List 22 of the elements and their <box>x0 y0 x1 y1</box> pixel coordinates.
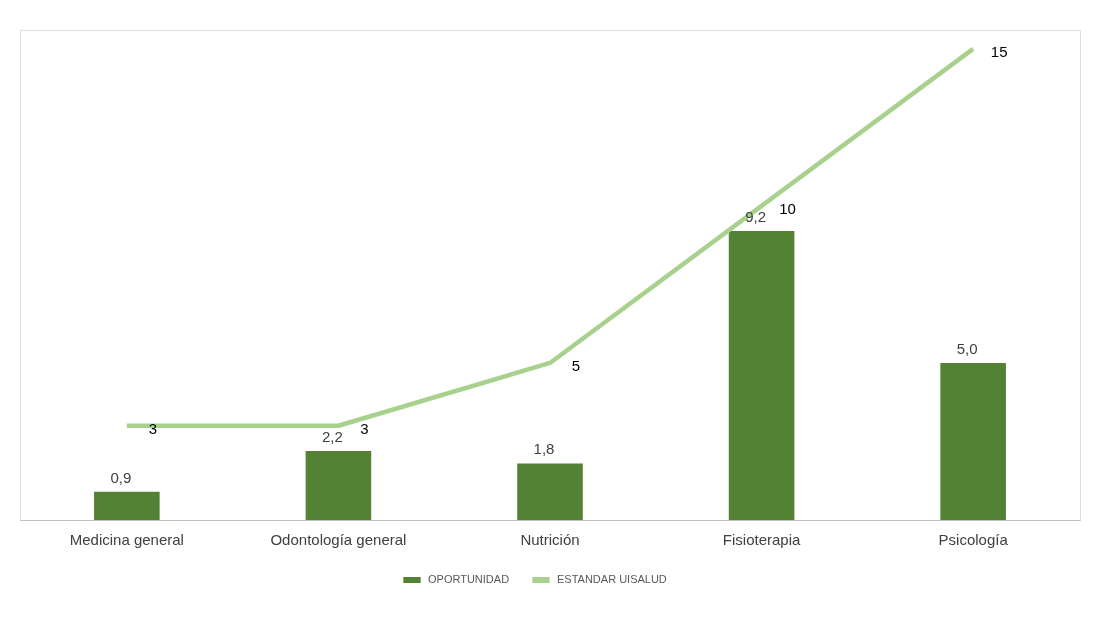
data-label: 0,9 <box>110 468 132 486</box>
data-label: 9,2 <box>745 208 767 226</box>
legend-label: ESTANDAR UISALUD <box>557 573 667 585</box>
x-tick-label: Psicología <box>938 530 1009 548</box>
x-tick-label: Nutrición <box>520 530 580 548</box>
data-label: 5,0 <box>956 339 978 357</box>
bar <box>517 463 583 520</box>
bar <box>940 362 1006 520</box>
data-label: 5 <box>571 356 581 374</box>
data-label: 3 <box>360 419 369 437</box>
x-tick-label: Odontología general <box>270 530 407 548</box>
x-tick-label: Medicina general <box>69 530 184 548</box>
data-label: 10 <box>779 199 796 217</box>
data-label: 1,8 <box>533 440 555 458</box>
data-label: 2,2 <box>321 427 343 445</box>
bar <box>94 491 160 520</box>
legend-label: OPORTUNIDAD <box>428 573 510 585</box>
x-tick-label: Fisioterapia <box>722 530 801 548</box>
bar <box>728 231 795 520</box>
bar <box>305 450 372 520</box>
data-label: 15 <box>990 42 1008 60</box>
data-label: 3 <box>148 419 158 437</box>
